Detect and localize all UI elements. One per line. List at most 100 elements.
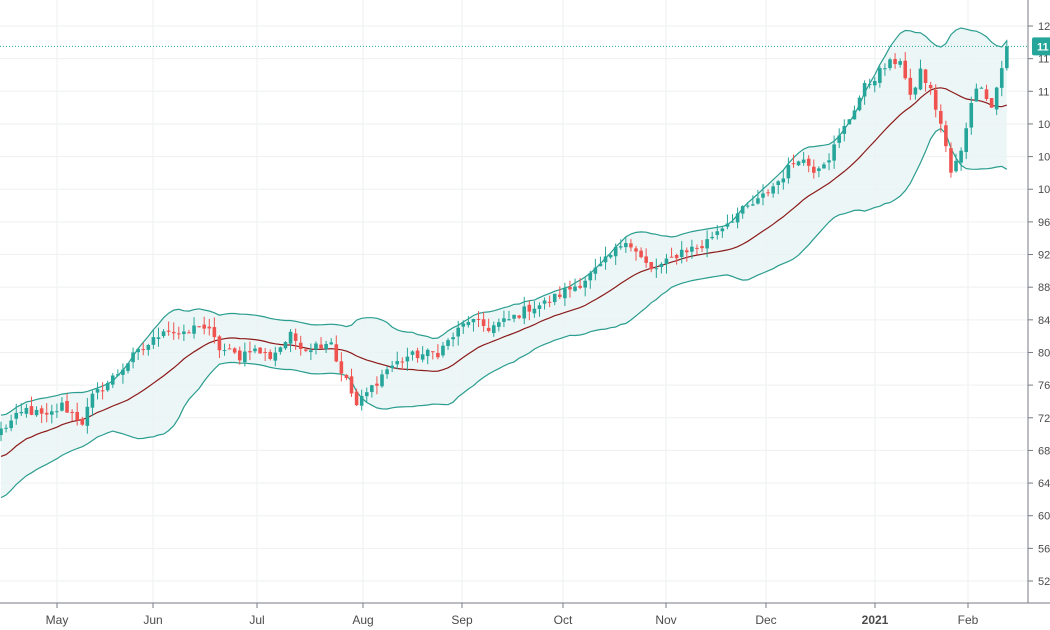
y-tick-label: 116	[1038, 54, 1050, 66]
candle-body	[867, 83, 872, 85]
candle-body	[491, 325, 496, 334]
candle-body	[837, 135, 841, 143]
candle-body	[146, 345, 151, 350]
candle	[415, 347, 420, 363]
candle-body	[573, 286, 577, 291]
candle-body	[552, 293, 557, 303]
candle-body	[959, 150, 963, 163]
candle	[354, 388, 359, 407]
last-price-marker: 11	[0, 37, 1050, 56]
candle	[796, 160, 801, 167]
y-tick-label: 68	[1038, 445, 1050, 457]
candle	[532, 301, 537, 318]
candle-body	[415, 350, 420, 359]
candle	[898, 58, 902, 68]
candle	[263, 347, 267, 361]
candle	[867, 78, 872, 89]
candle-body	[563, 288, 567, 299]
candle-body	[309, 350, 313, 353]
candle	[786, 157, 791, 184]
candle-body	[532, 308, 537, 314]
candle-body	[832, 144, 836, 161]
candle-body	[786, 165, 791, 179]
candle-body	[268, 351, 273, 359]
candle-body	[781, 178, 786, 183]
candle	[720, 227, 725, 238]
candle-body	[497, 322, 501, 327]
candle	[446, 338, 450, 350]
candle-body	[695, 247, 699, 249]
candle-body	[776, 181, 781, 186]
last-price-label: 11	[1037, 41, 1049, 53]
candle	[217, 335, 222, 359]
candle	[105, 380, 110, 392]
candle-body	[80, 418, 85, 425]
candle	[9, 414, 13, 432]
x-tick-label: Aug	[352, 613, 373, 627]
x-tick-label: Nov	[655, 613, 676, 627]
candle-body	[751, 204, 755, 206]
candle	[644, 248, 648, 268]
candle	[456, 320, 460, 346]
candle	[126, 362, 130, 374]
candle-body	[44, 412, 49, 415]
candle-body	[578, 285, 582, 288]
y-tick-label: 100	[1038, 184, 1050, 196]
y-axis[interactable]: 5256606468727680848892961001041081121161…	[1027, 0, 1050, 603]
candle-body	[471, 318, 476, 323]
candle-body	[370, 385, 374, 393]
candle-body	[715, 231, 720, 235]
candle	[989, 98, 994, 108]
candle-body	[237, 350, 242, 361]
candle	[192, 317, 196, 339]
candle	[324, 340, 328, 354]
candle	[420, 346, 425, 363]
candle	[883, 63, 887, 76]
x-tick-label: Jun	[143, 613, 162, 627]
candle-body	[872, 80, 877, 86]
candle-body	[522, 306, 527, 319]
candle-body	[558, 294, 562, 297]
candle	[136, 347, 140, 361]
candle-body	[222, 350, 227, 352]
candle-body	[634, 248, 638, 252]
candle-body	[903, 60, 908, 79]
candle-body	[827, 160, 831, 163]
candle-body	[202, 324, 206, 329]
y-tick-label: 120	[1038, 21, 1050, 33]
candle	[974, 83, 979, 102]
candle	[131, 347, 135, 369]
candle	[512, 314, 516, 323]
candle-body	[852, 110, 857, 120]
candle-body	[466, 321, 471, 326]
candle	[75, 402, 79, 426]
candle-body	[649, 262, 654, 270]
candle-body	[39, 408, 44, 414]
candle-body	[644, 256, 648, 263]
candle	[182, 324, 186, 342]
candle-body	[65, 400, 69, 413]
candle-body	[410, 351, 415, 355]
candle	[822, 162, 826, 169]
candle-body	[243, 351, 247, 363]
y-tick-label: 92	[1038, 250, 1050, 262]
candle	[842, 119, 847, 142]
candle	[375, 376, 379, 395]
y-tick-label: 72	[1038, 413, 1050, 425]
x-axis: May Jun Jul Aug Sep Oct Nov Dec 2021 Feb	[0, 602, 1050, 627]
candle-body	[761, 193, 765, 198]
candle	[24, 403, 29, 418]
candle-body	[878, 68, 882, 83]
candle	[207, 318, 212, 336]
candle-body	[29, 406, 34, 415]
candle-body	[182, 331, 186, 335]
candle-body	[801, 159, 806, 163]
candle	[999, 60, 1004, 97]
candle-body	[90, 393, 95, 408]
candle-body	[654, 268, 659, 270]
candle	[19, 403, 24, 416]
candle	[847, 119, 852, 125]
candle	[857, 95, 862, 112]
candle-body	[197, 326, 201, 328]
candle-body	[385, 369, 389, 375]
